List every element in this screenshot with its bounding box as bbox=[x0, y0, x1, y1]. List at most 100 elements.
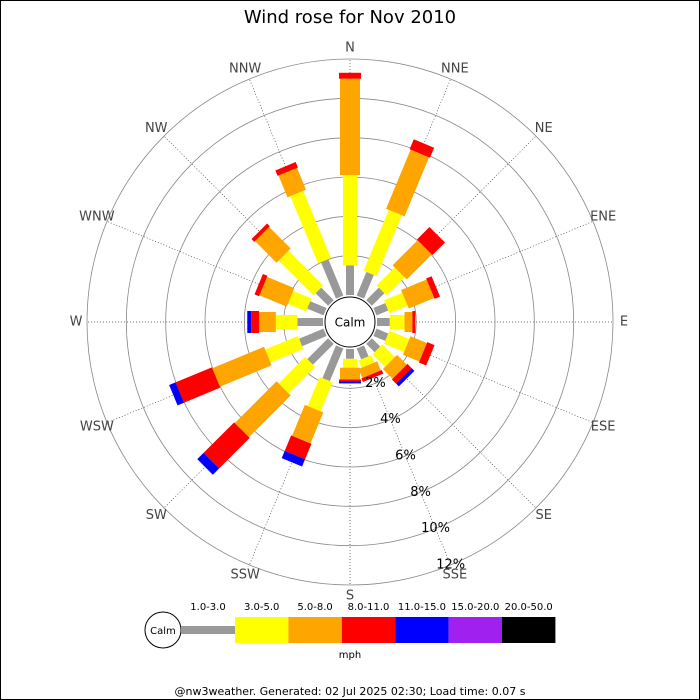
bar-segment bbox=[251, 223, 270, 242]
bar-segment bbox=[373, 303, 389, 316]
direction-label: E bbox=[620, 315, 628, 330]
bar-segment bbox=[254, 274, 268, 297]
chart-title: Wind rose for Nov 2010 bbox=[244, 7, 456, 28]
legend-swatch bbox=[341, 617, 396, 643]
direction-label: WNW bbox=[79, 210, 115, 225]
bar-segment bbox=[339, 72, 361, 79]
direction-label: S bbox=[346, 589, 354, 604]
bar-segment bbox=[346, 349, 354, 359]
legend-calm-label: Calm bbox=[150, 626, 176, 637]
bar-segment bbox=[389, 315, 405, 329]
bar-segment bbox=[320, 259, 344, 299]
bar-segment bbox=[281, 450, 306, 467]
bar-segment bbox=[322, 345, 344, 382]
bar-segment bbox=[384, 292, 408, 314]
bar-segment bbox=[203, 422, 250, 469]
bar-segment bbox=[409, 139, 435, 158]
direction-label: N bbox=[345, 41, 355, 56]
bar-segment bbox=[307, 301, 327, 316]
bar-segment bbox=[287, 290, 312, 312]
direction-label: NNE bbox=[441, 61, 469, 76]
bar-segment bbox=[290, 190, 332, 264]
bar-segment bbox=[404, 312, 413, 332]
bar-segment bbox=[275, 315, 298, 329]
footer: @nw3weather. Generated: 02 Jul 2025 02:3… bbox=[175, 685, 526, 698]
legend-label: 3.0-5.0 bbox=[244, 602, 279, 613]
legend-swatch bbox=[288, 617, 342, 643]
bar-segment bbox=[197, 452, 220, 475]
bar-segment bbox=[275, 162, 298, 176]
direction-label: W bbox=[70, 315, 83, 330]
bar-segment bbox=[339, 381, 361, 384]
ring-label: 10% bbox=[421, 521, 450, 536]
direction-label: NNW bbox=[229, 61, 261, 76]
bar-segment bbox=[416, 226, 446, 256]
legend-swatch bbox=[448, 617, 502, 643]
direction-label: SSE bbox=[442, 568, 467, 583]
bar-segment bbox=[376, 267, 405, 296]
bar-segment bbox=[284, 435, 312, 460]
bar-segment bbox=[340, 367, 360, 380]
bar-segment bbox=[382, 354, 407, 379]
legend-swatch bbox=[395, 617, 449, 643]
legend-label: 15.0-20.0 bbox=[451, 602, 499, 613]
bar-segment bbox=[384, 330, 410, 352]
bar-segment bbox=[307, 338, 334, 365]
bar-segment bbox=[298, 328, 327, 347]
ring-label: 12% bbox=[436, 557, 465, 572]
bar-segment bbox=[426, 276, 441, 299]
bars bbox=[169, 72, 446, 475]
legend-swatch bbox=[502, 617, 556, 643]
legend-label: 20.0-50.0 bbox=[505, 602, 553, 613]
direction-label: SE bbox=[536, 508, 552, 523]
legend-label: 8.0-11.0 bbox=[348, 602, 390, 613]
bar-segment bbox=[212, 346, 272, 387]
bar-segment bbox=[175, 367, 221, 403]
bar-segment bbox=[339, 379, 361, 382]
legend-label: 1.0-3.0 bbox=[190, 602, 225, 613]
bar-segment bbox=[343, 175, 357, 266]
direction-label: NW bbox=[145, 121, 168, 136]
bar-segment bbox=[356, 345, 369, 360]
bar-segment bbox=[307, 376, 333, 412]
calm-circle bbox=[324, 296, 376, 348]
direction-label: WSW bbox=[80, 419, 114, 434]
legend-unit: mph bbox=[339, 650, 361, 661]
bar-segment bbox=[234, 381, 291, 438]
legend-label: 5.0-8.0 bbox=[297, 602, 332, 613]
ring-label: 6% bbox=[395, 448, 416, 463]
labels: N NNE NE ENE E ESE SE SSE S SSW SW WSW W WNW NW NNW 2% 4%… bbox=[70, 41, 629, 604]
bar-segment bbox=[292, 404, 324, 444]
bar-segment bbox=[363, 209, 402, 277]
bar-segment bbox=[366, 287, 385, 306]
bar-segment bbox=[372, 344, 395, 367]
bar-segment bbox=[358, 355, 375, 368]
direction-label: ESE bbox=[591, 419, 616, 434]
bar-segment bbox=[346, 265, 354, 295]
bar-segment bbox=[373, 328, 389, 341]
bar-segment bbox=[402, 336, 427, 362]
bar-segment bbox=[297, 318, 323, 326]
bar-segment bbox=[247, 311, 252, 333]
ring-label: 8% bbox=[410, 485, 431, 500]
direction-label: NE bbox=[535, 121, 553, 136]
direction-label: SW bbox=[146, 508, 167, 523]
bar-segment bbox=[315, 287, 334, 306]
calm-label: Calm bbox=[335, 316, 366, 330]
bar-segment bbox=[255, 227, 291, 263]
ring-label: 2% bbox=[365, 376, 386, 391]
bar-segment bbox=[343, 358, 357, 368]
bar-segment bbox=[358, 361, 381, 379]
bar-segment bbox=[418, 342, 435, 366]
direction-label: ENE bbox=[590, 210, 616, 225]
bar-segment bbox=[278, 357, 315, 394]
bar-segment bbox=[392, 240, 432, 280]
bar-segment bbox=[278, 250, 324, 296]
bar-segment bbox=[340, 78, 360, 176]
bar-segment bbox=[366, 338, 381, 353]
legend: Calm mph 1.0-3.0 3.0-5.0 5.0-8.0 8.0-11.0 11… bbox=[144, 602, 556, 661]
bar-segment bbox=[169, 382, 184, 406]
bar-segment bbox=[391, 363, 412, 384]
bar-segment bbox=[361, 369, 384, 383]
